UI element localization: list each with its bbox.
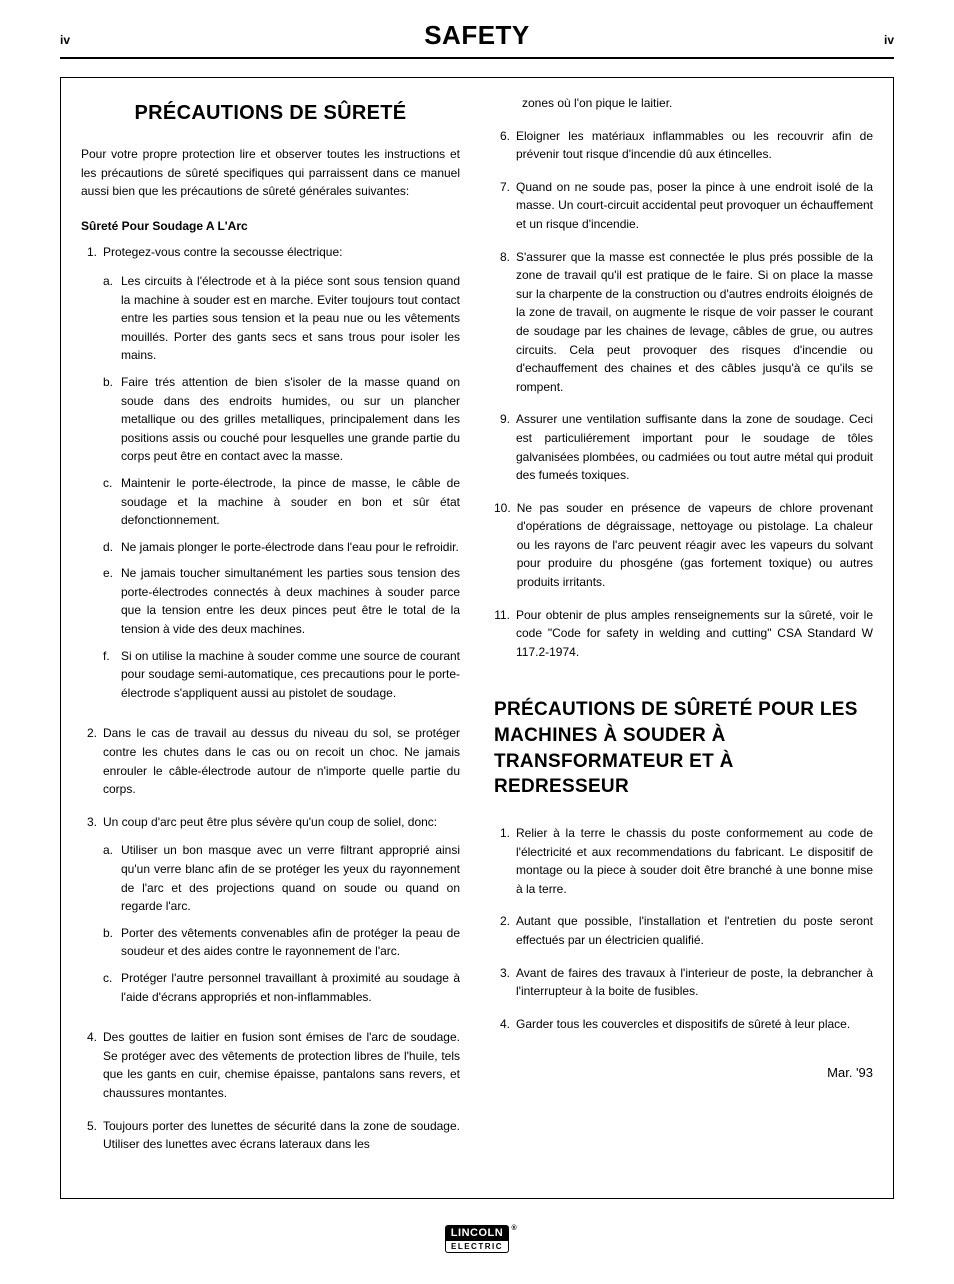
item-text: Quand on ne soude pas, poser la pince à … bbox=[516, 178, 873, 234]
item-body: Protegez-vous contre la secousse électri… bbox=[103, 243, 460, 710]
item-text: Eloigner les matériaux inflammables ou l… bbox=[516, 127, 873, 164]
section1-subhead: Sûreté Pour Soudage A L'Arc bbox=[81, 217, 460, 236]
list-item: 8.S'assurer que la masse est connectée l… bbox=[494, 248, 873, 397]
content-frame: PRÉCAUTIONS DE SÛRETÉ Pour votre propre … bbox=[60, 77, 894, 1199]
list-item: 2.Autant que possible, l'installation et… bbox=[494, 912, 873, 949]
sub-text: Ne jamais toucher simultanément les part… bbox=[121, 564, 460, 638]
sub-marker: d. bbox=[103, 538, 121, 557]
item-number: 11. bbox=[494, 606, 516, 625]
item-body: Un coup d'arc peut être plus sévère qu'u… bbox=[103, 813, 460, 1014]
list-item: 6.Eloigner les matériaux inflammables ou… bbox=[494, 127, 873, 164]
item-number: 9. bbox=[494, 410, 516, 429]
right-column: zones où l'on pique le laitier. 6.Eloign… bbox=[494, 94, 873, 1168]
item-number: 7. bbox=[494, 178, 516, 197]
item5-continuation: zones où l'on pique le laitier. bbox=[522, 94, 873, 113]
sub-text: Protéger l'autre personnel travaillant à… bbox=[121, 969, 460, 1006]
item-text: Relier à la terre le chassis du poste co… bbox=[516, 824, 873, 898]
item-text: Assurer une ventilation suffisante dans … bbox=[516, 410, 873, 484]
item-number: 4. bbox=[494, 1015, 516, 1034]
item-number: 8. bbox=[494, 248, 516, 267]
item-text: Des gouttes de laitier en fusion sont ém… bbox=[103, 1028, 460, 1102]
sub-item: f.Si on utilise la machine à souder comm… bbox=[103, 647, 460, 703]
item-number: 2. bbox=[81, 724, 103, 743]
logo-top: LINCOLN bbox=[445, 1225, 509, 1241]
sub-marker: e. bbox=[103, 564, 121, 583]
date: Mar. '93 bbox=[494, 1063, 873, 1083]
list-item: 2. Dans le cas de travail au dessus du n… bbox=[81, 724, 460, 798]
list-item: 3.Avant de faires des travaux à l'interi… bbox=[494, 964, 873, 1001]
item-number: 5. bbox=[81, 1117, 103, 1136]
sub-marker: b. bbox=[103, 373, 121, 392]
sub-item: a.Les circuits à l'électrode et à la pié… bbox=[103, 272, 460, 365]
sub-text: Maintenir le porte-électrode, la pince d… bbox=[121, 474, 460, 530]
item-text: Garder tous les couvercles et dispositif… bbox=[516, 1015, 873, 1034]
sub-item: c.Protéger l'autre personnel travaillant… bbox=[103, 969, 460, 1006]
sub-text: Les circuits à l'électrode et à la piéce… bbox=[121, 272, 460, 365]
section2-list: 1.Relier à la terre le chassis du poste … bbox=[494, 824, 873, 1033]
section2-title: PRÉCAUTIONS DE SÛRETÉ POUR LES MACHINES … bbox=[494, 697, 873, 800]
item-text: Ne pas souder en présence de vapeurs de … bbox=[517, 499, 873, 592]
footer-logo: LINCOLN ELECTRIC bbox=[60, 1225, 894, 1254]
sub-marker: b. bbox=[103, 924, 121, 943]
sub-item: b.Faire trés attention de bien s'isoler … bbox=[103, 373, 460, 466]
sub-item: e.Ne jamais toucher simultanément les pa… bbox=[103, 564, 460, 638]
sub-list: a.Les circuits à l'électrode et à la pié… bbox=[103, 272, 460, 702]
section1-title: PRÉCAUTIONS DE SÛRETÉ bbox=[81, 98, 460, 129]
sub-marker: a. bbox=[103, 841, 121, 860]
item-text: Protegez-vous contre la secousse électri… bbox=[103, 245, 342, 259]
sub-text: Utiliser un bon masque avec un verre fil… bbox=[121, 841, 460, 915]
list-item: 10.Ne pas souder en présence de vapeurs … bbox=[494, 499, 873, 592]
sub-item: b.Porter des vêtements convenables afin … bbox=[103, 924, 460, 961]
list-item: 7.Quand on ne soude pas, poser la pince … bbox=[494, 178, 873, 234]
item-number: 3. bbox=[81, 813, 103, 832]
logo-bottom: ELECTRIC bbox=[445, 1241, 509, 1253]
item-number: 6. bbox=[494, 127, 516, 146]
section1-intro: Pour votre propre protection lire et obs… bbox=[81, 145, 460, 201]
item-text: Dans le cas de travail au dessus du nive… bbox=[103, 724, 460, 798]
page-number-right: iv bbox=[884, 33, 894, 47]
item-text: Pour obtenir de plus amples renseignemen… bbox=[516, 606, 873, 662]
item-number: 4. bbox=[81, 1028, 103, 1047]
item-text: S'assurer que la masse est connectée le … bbox=[516, 248, 873, 397]
sub-item: a.Utiliser un bon masque avec un verre f… bbox=[103, 841, 460, 915]
item-number: 3. bbox=[494, 964, 516, 983]
list-item: 4.Garder tous les couvercles et disposit… bbox=[494, 1015, 873, 1034]
list-item: 5. Toujours porter des lunettes de sécur… bbox=[81, 1117, 460, 1154]
two-column-layout: PRÉCAUTIONS DE SÛRETÉ Pour votre propre … bbox=[81, 94, 873, 1168]
sub-text: Ne jamais plonger le porte-électrode dan… bbox=[121, 538, 460, 557]
sub-item: c.Maintenir le porte-électrode, la pince… bbox=[103, 474, 460, 530]
item-number: 2. bbox=[494, 912, 516, 931]
list-item: 3. Un coup d'arc peut être plus sévère q… bbox=[81, 813, 460, 1014]
list-item: 1.Relier à la terre le chassis du poste … bbox=[494, 824, 873, 898]
item-number: 1. bbox=[81, 243, 103, 262]
item-number: 1. bbox=[494, 824, 516, 843]
item-text: Autant que possible, l'installation et l… bbox=[516, 912, 873, 949]
list-item: 4. Des gouttes de laitier en fusion sont… bbox=[81, 1028, 460, 1102]
list-item: 1. Protegez-vous contre la secousse élec… bbox=[81, 243, 460, 710]
page: iv SAFETY iv PRÉCAUTIONS DE SÛRETÉ Pour … bbox=[0, 0, 954, 1284]
item-text: Avant de faires des travaux à l'interieu… bbox=[516, 964, 873, 1001]
section1-list: 1. Protegez-vous contre la secousse élec… bbox=[81, 243, 460, 1153]
page-number-left: iv bbox=[60, 33, 70, 47]
sub-item: d.Ne jamais plonger le porte-électrode d… bbox=[103, 538, 460, 557]
item-number: 10. bbox=[494, 499, 517, 518]
left-column: PRÉCAUTIONS DE SÛRETÉ Pour votre propre … bbox=[81, 94, 460, 1168]
sub-marker: f. bbox=[103, 647, 121, 666]
item-text: Toujours porter des lunettes de sécurité… bbox=[103, 1117, 460, 1154]
section1-list-cont: 6.Eloigner les matériaux inflammables ou… bbox=[494, 127, 873, 662]
list-item: 11.Pour obtenir de plus amples renseigne… bbox=[494, 606, 873, 662]
sub-text: Porter des vêtements convenables afin de… bbox=[121, 924, 460, 961]
sub-marker: c. bbox=[103, 474, 121, 493]
list-item: 9.Assurer une ventilation suffisante dan… bbox=[494, 410, 873, 484]
header-title: SAFETY bbox=[70, 20, 884, 51]
sub-marker: a. bbox=[103, 272, 121, 291]
sub-text: Faire trés attention de bien s'isoler de… bbox=[121, 373, 460, 466]
lincoln-electric-logo: LINCOLN ELECTRIC bbox=[445, 1225, 509, 1253]
page-header: iv SAFETY iv bbox=[60, 20, 894, 59]
sub-list: a.Utiliser un bon masque avec un verre f… bbox=[103, 841, 460, 1006]
item-text: Un coup d'arc peut être plus sévère qu'u… bbox=[103, 815, 437, 829]
sub-marker: c. bbox=[103, 969, 121, 988]
sub-text: Si on utilise la machine à souder comme … bbox=[121, 647, 460, 703]
